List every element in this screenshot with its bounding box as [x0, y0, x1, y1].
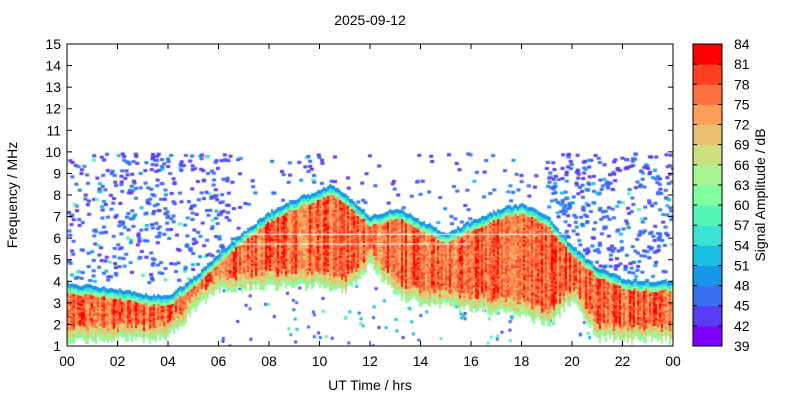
y-tick-label: 1 — [53, 338, 61, 354]
x-tick-label: 14 — [413, 353, 429, 369]
heatmap — [67, 44, 673, 346]
colorbar-tick-label: 45 — [734, 298, 750, 314]
colorbar-swatch — [693, 245, 722, 266]
colorbar-swatch — [693, 285, 722, 307]
colorbar-tick-label: 84 — [734, 36, 750, 52]
x-tick-label: 12 — [362, 353, 378, 369]
x-tick-label: 16 — [463, 353, 479, 369]
colorbar-swatch — [693, 144, 722, 166]
chart-title: 2025-09-12 — [334, 12, 406, 28]
colorbar-tick-label: 72 — [734, 117, 750, 133]
colorbar-tick-label: 75 — [734, 96, 750, 112]
colorbar-swatch — [693, 225, 722, 246]
plot-frame — [66, 43, 674, 347]
y-tick-label: 13 — [45, 79, 61, 95]
colorbar-swatch — [693, 325, 722, 347]
y-tick-label: 14 — [45, 58, 61, 74]
x-tick-label: 08 — [261, 353, 277, 369]
colorbar-tick-label: 81 — [734, 56, 750, 72]
colorbar-tick-label: 69 — [734, 137, 750, 153]
y-tick-label: 7 — [53, 209, 61, 225]
colorbar-tick-label: 42 — [734, 318, 750, 334]
colorbar-swatch — [693, 124, 722, 146]
colorbar-swatch — [693, 164, 722, 186]
colorbar-swatch — [693, 205, 722, 226]
x-tick-label: 02 — [110, 353, 126, 369]
colorbar-swatch — [693, 44, 722, 65]
colorbar-swatch — [693, 184, 722, 206]
colorbar-swatch — [693, 84, 722, 105]
x-tick-label: 00 — [59, 353, 75, 369]
y-tick-label: 6 — [53, 230, 61, 246]
colorbar-frame — [692, 43, 723, 347]
x-axis-label: UT Time / hrs — [328, 377, 412, 393]
y-tick-label: 12 — [45, 101, 61, 117]
x-tick-label: 20 — [564, 353, 580, 369]
y-tick-label: 9 — [53, 165, 61, 181]
colorbar-swatch — [693, 305, 722, 327]
colorbar-tick-label: 78 — [734, 76, 750, 92]
y-tick-label: 3 — [53, 295, 61, 311]
y-tick-label: 15 — [45, 36, 61, 52]
y-tick-label: 11 — [46, 122, 61, 138]
colorbar-swatch — [693, 104, 722, 126]
colorbar-tick-label: 60 — [734, 197, 750, 213]
colorbar-tick-label: 48 — [734, 278, 750, 294]
x-tick-label: 22 — [615, 353, 631, 369]
colorbar-tick-label: 57 — [734, 217, 750, 233]
colorbar-tick-label: 51 — [734, 257, 750, 273]
x-tick-label: 00 — [665, 353, 681, 369]
y-tick-label: 10 — [45, 144, 61, 160]
x-tick-label: 06 — [211, 353, 227, 369]
colorbar-tick-label: 54 — [734, 237, 750, 253]
y-tick-label: 8 — [53, 187, 61, 203]
x-tick-label: 18 — [514, 353, 530, 369]
colorbar-label: Signal Amplitude / dB — [752, 128, 768, 261]
x-tick-label: 10 — [312, 353, 328, 369]
colorbar-tick-label: 66 — [734, 157, 750, 173]
colorbar-swatch — [693, 265, 722, 287]
y-tick-label: 2 — [53, 316, 61, 332]
y-tick-label: 5 — [53, 252, 61, 268]
colorbar-tick-label: 63 — [734, 177, 750, 193]
y-tick-label: 4 — [53, 273, 61, 289]
y-axis-label: Frequency / MHz — [4, 142, 20, 249]
colorbar-swatch — [693, 64, 722, 85]
colorbar-tick-label: 39 — [734, 338, 750, 354]
x-tick-label: 04 — [160, 353, 176, 369]
